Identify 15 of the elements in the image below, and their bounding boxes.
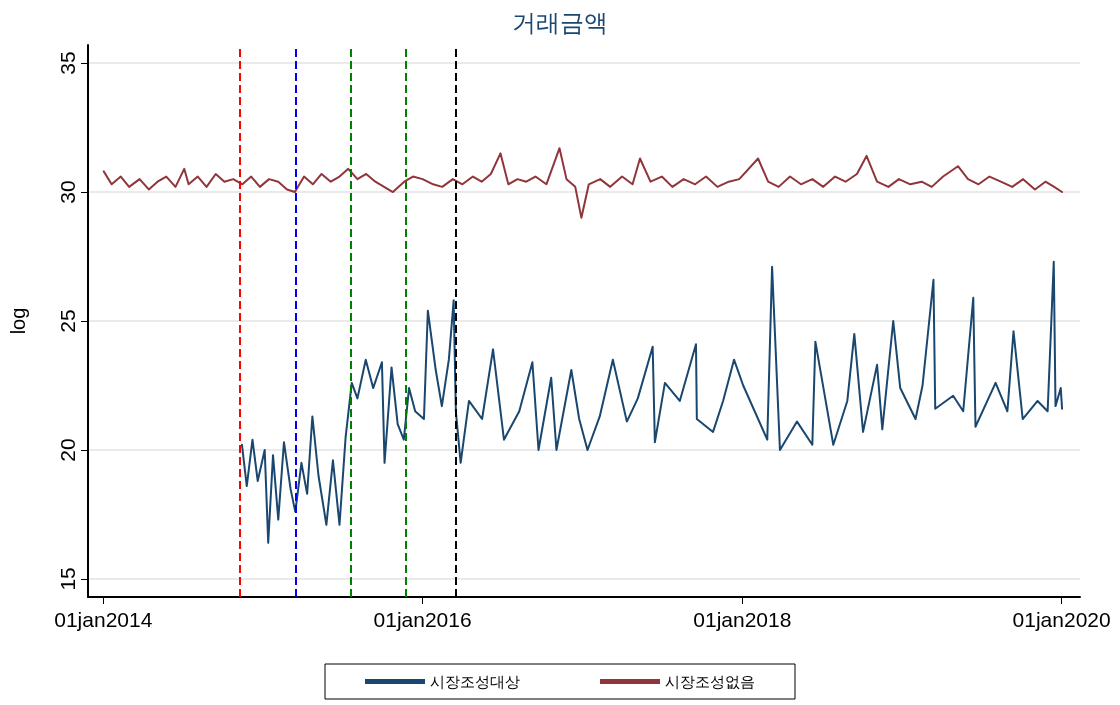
- legend-label: 시장조성대상: [430, 672, 520, 691]
- y-tick-label: 15: [56, 567, 79, 591]
- y-tick-label: 25: [56, 309, 79, 333]
- y-tick-label: 35: [56, 51, 79, 75]
- x-tick-label: 01jan2016: [373, 608, 472, 631]
- y-tick-label: 20: [56, 438, 79, 462]
- line-series: [102, 147, 1064, 219]
- line-series: [240, 260, 1064, 544]
- chart-title: 거래금액: [512, 9, 608, 37]
- y-tick-label: 30: [56, 180, 79, 204]
- x-tick-label: 01jan2020: [1012, 608, 1111, 631]
- y-axis-title: log: [7, 307, 29, 335]
- x-tick-label: 01jan2018: [693, 608, 792, 631]
- x-tick-label: 01jan2014: [54, 608, 153, 631]
- legend-label: 시장조성없음: [665, 672, 755, 691]
